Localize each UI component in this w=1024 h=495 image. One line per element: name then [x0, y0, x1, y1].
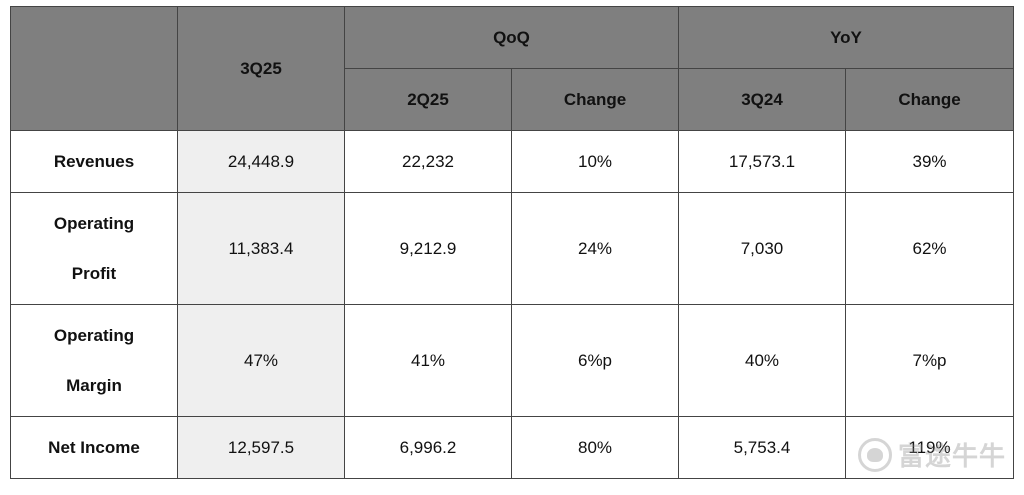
- yoy-value-cell: 7,030: [678, 192, 846, 305]
- qoq-value-cell: 9,212.9: [344, 192, 512, 305]
- row-label: Operating Margin: [10, 304, 178, 417]
- header-qoq-group: QoQ: [344, 6, 679, 69]
- yoy-change-cell: 39%: [845, 130, 1014, 193]
- current-value-cell: 47%: [177, 304, 345, 417]
- header-yoy-change: Change: [845, 68, 1014, 131]
- yoy-value-cell: 17,573.1: [678, 130, 846, 193]
- qoq-change-cell: 24%: [511, 192, 679, 305]
- yoy-change-cell: 119%: [845, 416, 1014, 479]
- qoq-value-cell: 41%: [344, 304, 512, 417]
- qoq-change-cell: 6%p: [511, 304, 679, 417]
- current-value-cell: 24,448.9: [177, 130, 345, 193]
- row-label: Net Income: [10, 416, 178, 479]
- row-label: Operating Profit: [10, 192, 178, 305]
- qoq-change-cell: 80%: [511, 416, 679, 479]
- yoy-change-cell: 62%: [845, 192, 1014, 305]
- header-qoq-period: 2Q25: [344, 68, 512, 131]
- header-yoy-period: 3Q24: [678, 68, 846, 131]
- yoy-value-cell: 40%: [678, 304, 846, 417]
- header-corner-cell: [10, 6, 178, 131]
- table-row-operating-profit: Operating Profit 11,383.4 9,212.9 24% 7,…: [10, 192, 1014, 305]
- header-qoq-change: Change: [511, 68, 679, 131]
- table-row-operating-margin: Operating Margin 47% 41% 6%p 40% 7%p: [10, 304, 1014, 417]
- row-label-line: Operating: [53, 325, 135, 345]
- header-row-periods: 2Q25 Change 3Q24 Change: [11, 68, 1014, 131]
- qoq-value-cell: 6,996.2: [344, 416, 512, 479]
- table-row-revenues: Revenues 24,448.9 22,232 10% 17,573.1 39…: [10, 130, 1014, 193]
- row-label: Revenues: [10, 130, 178, 193]
- financial-results-table: 3Q25 QoQ YoY 2Q25 Change 3Q24 Change Rev…: [10, 6, 1014, 479]
- header-yoy-group: YoY: [678, 6, 1014, 69]
- table-row-net-income: Net Income 12,597.5 6,996.2 80% 5,753.4 …: [10, 416, 1014, 479]
- row-label-line: Profit: [71, 263, 117, 283]
- row-label-line: Margin: [66, 375, 122, 395]
- header-current-period: 3Q25: [177, 6, 345, 131]
- qoq-change-cell: 10%: [511, 130, 679, 193]
- current-value-cell: 11,383.4: [177, 192, 345, 305]
- qoq-value-cell: 22,232: [344, 130, 512, 193]
- row-label-line: Net Income: [48, 437, 140, 457]
- yoy-change-cell: 7%p: [845, 304, 1014, 417]
- header-row-groups: 3Q25 QoQ YoY: [10, 6, 1014, 131]
- row-label-line: Revenues: [53, 151, 135, 171]
- row-label-line: Operating: [53, 213, 135, 233]
- current-value-cell: 12,597.5: [177, 416, 345, 479]
- yoy-value-cell: 5,753.4: [678, 416, 846, 479]
